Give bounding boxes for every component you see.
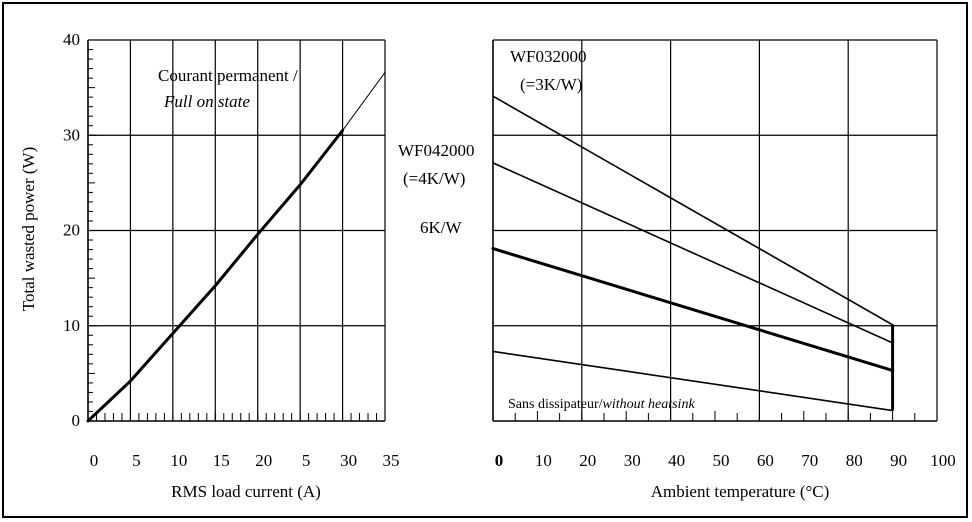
full-on-state-annotation-line2: Full on state	[163, 92, 250, 111]
left-x-tick-label: 30	[340, 451, 357, 470]
right-x-axis-label: Ambient temperature (°C)	[651, 482, 830, 501]
right-series-line-2	[491, 247, 895, 373]
left-grid	[87, 39, 386, 422]
left-y-tick-label: 40	[63, 30, 80, 49]
right-x-tick-label: 90	[890, 451, 907, 470]
left-x-tick-label: 0	[90, 451, 99, 470]
series-label-without-heatsink: Sans dissipateur/without heatsink	[508, 397, 695, 412]
series-label-sans-dissipateur: Sans dissipateur/	[508, 397, 603, 412]
left-y-tick-label: 0	[72, 411, 81, 430]
power-vs-current-chart: 0 5 10 15 20 5 30 35 0 10 20 30 40 RMS load current…	[19, 30, 400, 501]
right-x-tick-label: 10	[535, 451, 552, 470]
right-x-tick-labels: 0 10 20 30 40 50 60 70 80 90 100	[495, 451, 956, 470]
right-x-tick-label: 100	[930, 451, 956, 470]
right-series-line-0	[492, 95, 894, 326]
left-series	[86, 71, 386, 423]
right-x-tick-label: 80	[846, 451, 863, 470]
left-x-tick-label: 5	[132, 451, 141, 470]
right-x-tick-label: 0	[495, 451, 504, 470]
left-x-axis-label: RMS load current (A)	[171, 482, 321, 501]
left-y-tick-label: 30	[63, 125, 80, 144]
right-x-tick-label: 30	[624, 451, 641, 470]
left-x-tick-labels: 0 5 10 15 20 5 30 35	[90, 451, 400, 470]
right-x-tick-label: 60	[757, 451, 774, 470]
left-x-tick-label: 10	[170, 451, 187, 470]
left-y-tick-label: 20	[63, 221, 80, 240]
left-x-tick-label: 35	[383, 451, 400, 470]
power-vs-temperature-chart: 0 10 20 30 40 50 60 70 80 90 100 Ambient temperatu…	[398, 39, 956, 501]
left-series-power-curve	[86, 128, 345, 423]
right-series-line-1	[492, 162, 894, 344]
right-series-line-3	[492, 350, 894, 412]
series-label-wf042000-line2: (=4K/W)	[403, 169, 465, 188]
right-x-tick-label: 20	[579, 451, 596, 470]
left-x-tick-label: 15	[213, 451, 230, 470]
left-y-axis-label: Total wasted power (W)	[19, 147, 38, 312]
series-label-wf032000-line2: (=3K/W)	[520, 75, 582, 94]
series-label-wf042000: WF042000	[398, 141, 475, 160]
series-label-6kw: 6K/W	[420, 218, 463, 237]
left-x-tick-label: 20	[255, 451, 272, 470]
left-series-extension	[342, 71, 386, 131]
right-x-tick-label: 40	[668, 451, 685, 470]
series-label-wf032000: WF032000	[510, 47, 587, 66]
right-grid	[492, 39, 938, 422]
right-x-tick-label: 50	[713, 451, 730, 470]
right-x-tick-label: 70	[801, 451, 818, 470]
left-x-tick-label: 5	[302, 451, 311, 470]
right-minor-ticks	[492, 411, 938, 421]
series-label-without-heatsink-italic: without heatsink	[603, 397, 696, 412]
right-series	[491, 95, 895, 412]
full-on-state-annotation-line1: Courant permanent /	[158, 66, 298, 85]
left-y-tick-label: 10	[63, 316, 80, 335]
left-y-tick-labels: 0 10 20 30 40	[63, 30, 80, 430]
